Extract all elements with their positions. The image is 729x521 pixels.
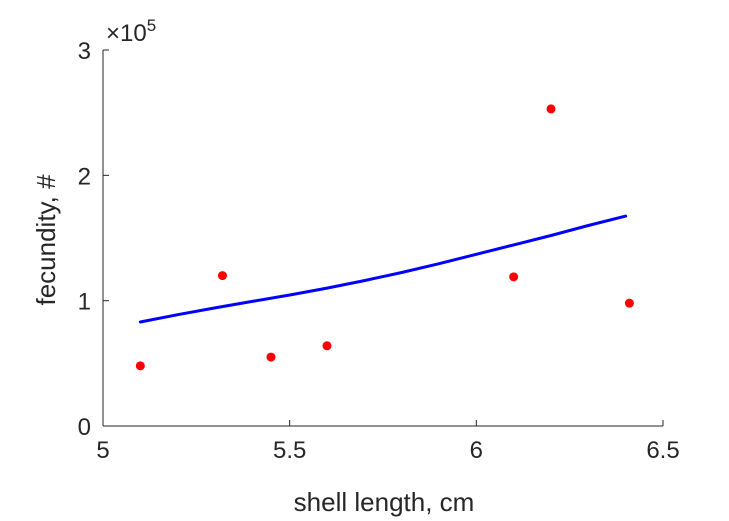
y-axis-label: fecundity, # xyxy=(31,174,61,306)
y-axis-multiplier-exponent: 5 xyxy=(147,16,156,35)
data-point xyxy=(624,298,634,308)
x-tick-label: 5.5 xyxy=(273,437,306,464)
x-axis-label: shell length, cm xyxy=(294,487,475,517)
data-point xyxy=(509,272,519,282)
y-tick-label: 3 xyxy=(78,38,91,65)
x-tick-label: 6 xyxy=(470,437,483,464)
x-tick-label: 6.5 xyxy=(646,437,679,464)
fit-curve xyxy=(138,214,628,324)
y-tick-label: 2 xyxy=(78,163,91,190)
data-point xyxy=(546,104,556,114)
plot-data xyxy=(135,104,634,371)
labels: shell length, cm fecundity, # ×105 xyxy=(31,16,474,517)
axes: 5 5.5 6 6.5 0 1 2 3 xyxy=(78,38,680,464)
x-tick-label: 5 xyxy=(96,437,109,464)
data-point xyxy=(322,341,332,351)
data-point xyxy=(266,352,276,362)
y-tick-label: 0 xyxy=(78,414,91,441)
data-point xyxy=(217,271,227,281)
y-axis-multiplier-prefix: ×10 xyxy=(106,20,147,47)
y-tick-label: 1 xyxy=(78,289,91,316)
data-point xyxy=(135,361,145,371)
y-axis-multiplier: ×105 xyxy=(106,16,156,47)
